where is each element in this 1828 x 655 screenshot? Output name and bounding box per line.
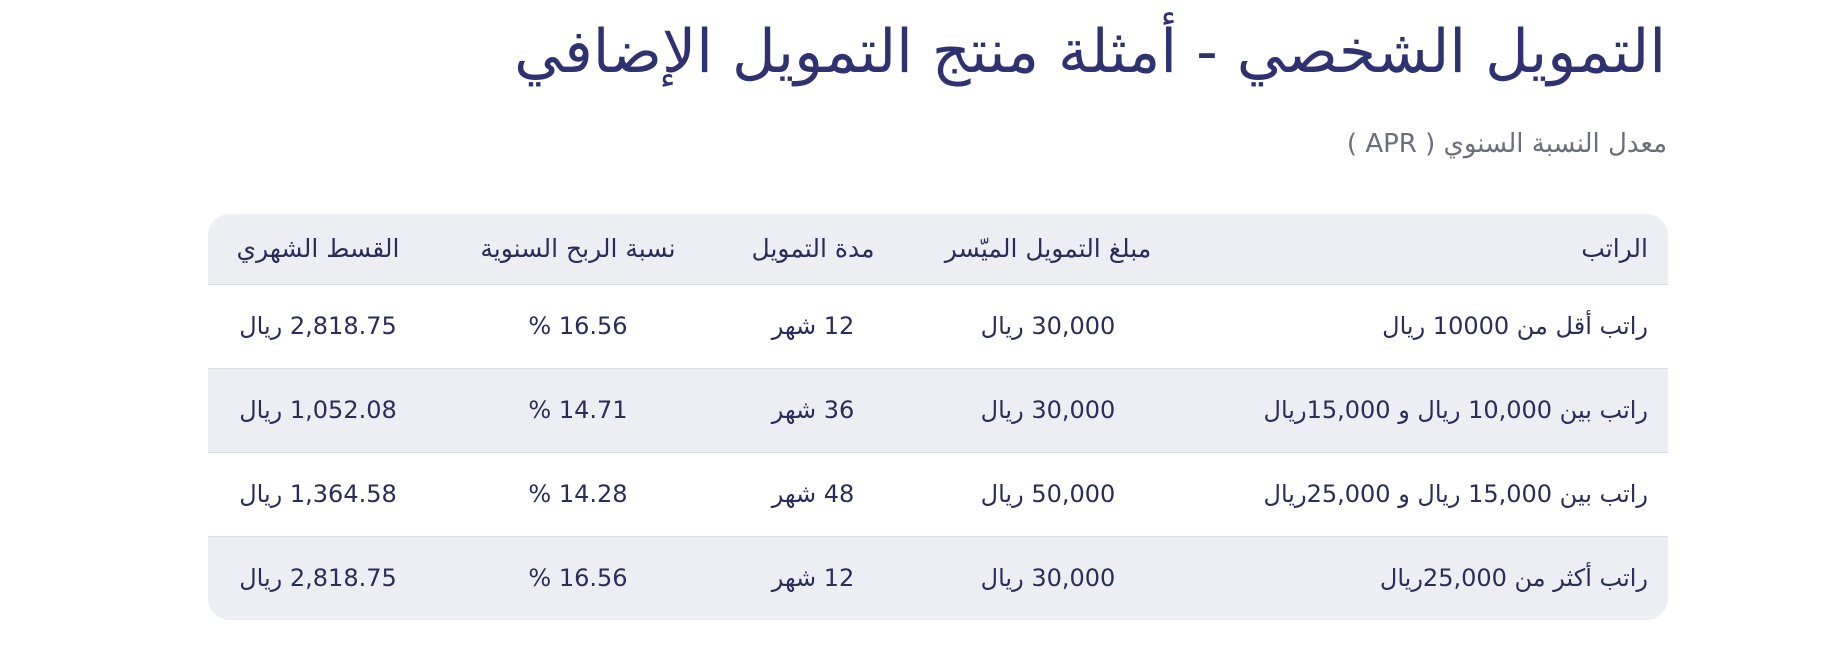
header-rate: نسبة الربح السنوية [480,234,676,264]
cell-installment: 1,052.08 ريال [239,396,397,424]
cell-salary: راتب بين 10,000 ريال و 15,000ريال [1263,396,1648,424]
header-salary: الراتب [1581,234,1648,264]
table-row: راتب بين 10,000 ريال و 15,000ريال 30,000… [208,368,1668,452]
cell-rate: 16.56 % [528,312,628,340]
header-term: مدة التمويل [751,234,875,264]
financing-examples-table-container: الراتب مبلغ التمويل الميّسر مدة التمويل … [208,214,1668,620]
cell-rate: 14.71 % [528,396,628,424]
header-amount: مبلغ التمويل الميّسر [944,234,1152,264]
apr-subtitle: معدل النسبة السنوي ( APR ) [1346,129,1667,159]
cell-rate: 14.28 % [528,480,628,508]
cell-term: 12 شهر [771,564,855,593]
table-row: راتب أقل من 10000 ريال 30,000 ريال 12 شه… [208,284,1668,368]
cell-salary: راتب أقل من 10000 ريال [1382,312,1648,340]
cell-installment: 2,818.75 ريال [239,564,397,593]
financing-examples-table: الراتب مبلغ التمويل الميّسر مدة التمويل … [208,214,1668,620]
cell-installment: 1,364.58 ريال [239,480,397,508]
cell-term: 36 شهر [771,396,855,424]
cell-term: 48 شهر [771,480,855,508]
table-header-row: الراتب مبلغ التمويل الميّسر مدة التمويل … [208,214,1668,284]
cell-amount: 30,000 ريال [980,564,1116,593]
header-installment: القسط الشهري [236,234,400,264]
cell-amount: 30,000 ريال [980,396,1116,424]
cell-salary: راتب بين 15,000 ريال و 25,000ريال [1263,480,1648,508]
cell-salary: راتب أكثر من 25,000ريال [1379,564,1648,593]
cell-rate: 16.56 % [528,564,628,593]
cell-amount: 50,000 ريال [980,480,1116,508]
cell-amount: 30,000 ريال [980,312,1116,340]
table-row: راتب أكثر من 25,000ريال 30,000 ريال 12 ش… [208,536,1668,620]
page-title: التمويل الشخصي - أمثلة منتج التمويل الإض… [514,17,1666,87]
cell-term: 12 شهر [771,312,855,340]
cell-installment: 2,818.75 ريال [239,312,397,340]
table-row: راتب بين 15,000 ريال و 25,000ريال 50,000… [208,452,1668,536]
